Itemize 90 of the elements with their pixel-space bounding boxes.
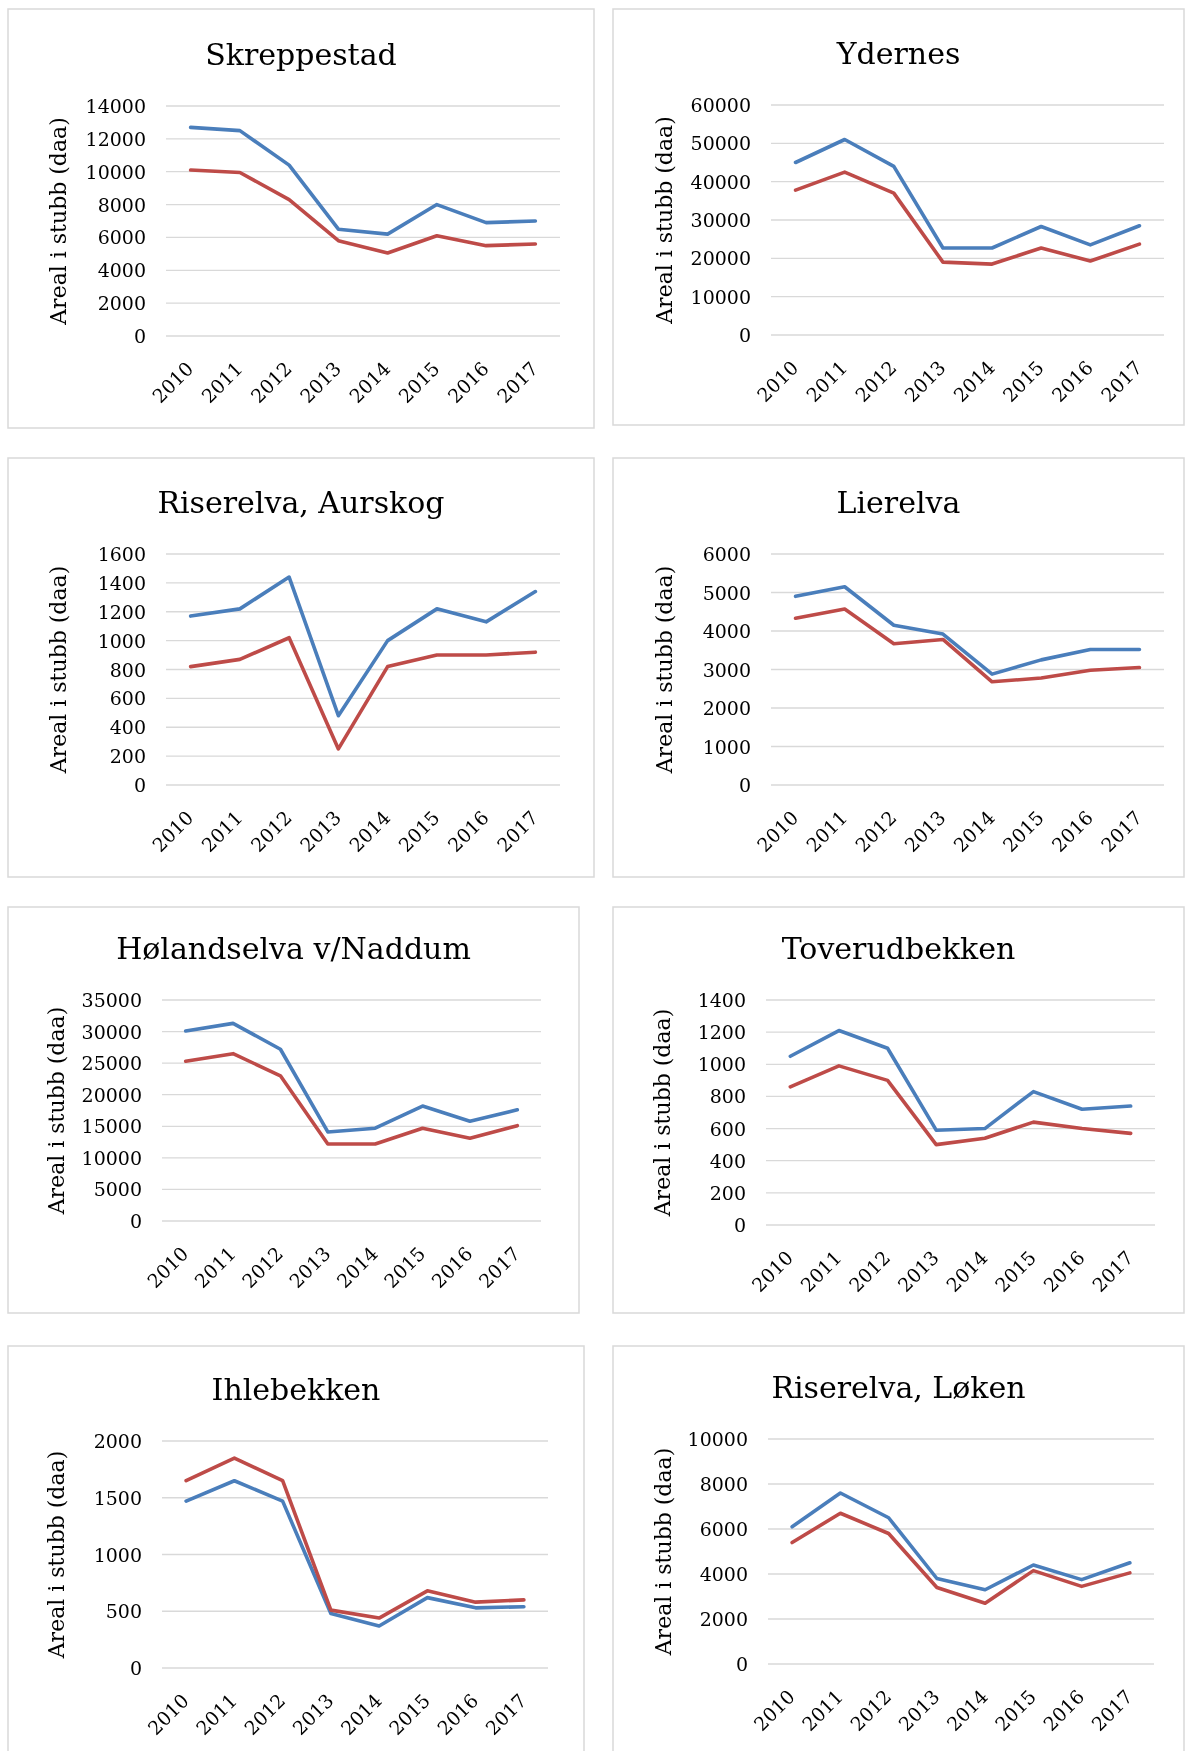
y-tick-label: 25000: [81, 1052, 142, 1075]
line-series: [184, 1478, 526, 1628]
y-tick-label: 6000: [699, 1518, 748, 1540]
y-axis-title: Areal i stubb (daa): [43, 1006, 69, 1216]
y-tick-label: 800: [709, 1085, 746, 1108]
y-tick-label: 2000: [93, 1430, 142, 1452]
chart-title: Lierelva: [836, 484, 961, 520]
y-tick-label: 2000: [702, 697, 751, 719]
y-tick-label: 0: [129, 1210, 142, 1232]
y-tick-label: 0: [738, 324, 751, 346]
line-series: [793, 137, 1142, 250]
y-tick-label: 1200: [97, 600, 146, 623]
y-tick-label: 2000: [699, 1608, 748, 1630]
y-tick-label: 50000: [690, 132, 751, 155]
y-tick-label: 1000: [93, 1543, 142, 1566]
line-series: [188, 168, 538, 255]
y-axis-title: Areal i stubb (daa): [43, 1450, 69, 1660]
y-tick-label: 10000: [81, 1146, 142, 1169]
y-tick-label: 30000: [81, 1020, 142, 1043]
y-tick-label: 10000: [85, 160, 146, 183]
y-tick-label: 0: [129, 1657, 142, 1679]
y-tick-label: 20000: [690, 247, 751, 270]
y-tick-label: 3000: [702, 658, 751, 681]
line-series: [790, 1511, 1132, 1606]
y-tick-label: 200: [109, 745, 146, 768]
y-tick-label: 40000: [690, 170, 751, 193]
line-series: [793, 170, 1142, 266]
y-tick-label: 600: [709, 1117, 746, 1140]
y-tick-label: 10000: [690, 285, 751, 308]
y-tick-label: 500: [105, 1600, 142, 1623]
y-tick-label: 6000: [702, 543, 751, 565]
y-tick-label: 0: [735, 1653, 748, 1675]
y-tick-label: 6000: [97, 226, 146, 249]
y-tick-label: 0: [133, 325, 146, 347]
line-series: [183, 1021, 520, 1134]
y-tick-label: 1000: [697, 1053, 746, 1076]
y-tick-label: 800: [109, 658, 146, 681]
y-axis-title: Areal i stubb (daa): [45, 565, 71, 775]
y-tick-label: 14000: [85, 95, 146, 117]
chart-title: Riserelva, Aurskog: [157, 484, 445, 520]
line-series: [788, 1064, 1133, 1147]
line-series: [188, 575, 538, 718]
chart-title: Hølandselva v/Naddum: [116, 930, 471, 966]
y-tick-label: 35000: [81, 989, 142, 1011]
y-tick-label: 400: [109, 716, 146, 739]
y-tick-label: 1000: [97, 629, 146, 652]
y-tick-label: 12000: [85, 127, 146, 150]
y-axis-title: Areal i stubb (daa): [649, 1008, 675, 1218]
y-tick-label: 20000: [81, 1083, 142, 1106]
line-series: [793, 607, 1142, 684]
line-series: [793, 584, 1142, 676]
y-tick-label: 1400: [697, 989, 746, 1011]
y-tick-label: 0: [133, 774, 146, 796]
chart-title: Ydernes: [835, 35, 961, 71]
y-tick-label: 600: [109, 687, 146, 710]
y-tick-label: 4000: [702, 620, 751, 642]
line-series: [183, 1051, 520, 1146]
y-tick-label: 400: [709, 1149, 746, 1172]
y-tick-label: 200: [709, 1181, 746, 1204]
y-tick-label: 15000: [81, 1115, 142, 1138]
y-tick-label: 1000: [702, 735, 751, 758]
y-tick-label: 1200: [697, 1021, 746, 1044]
y-axis-title: Areal i stubb (daa): [651, 116, 677, 325]
line-series: [788, 1028, 1133, 1132]
chart-title: Riserelva, Løken: [771, 1369, 1026, 1405]
y-tick-label: 1600: [97, 543, 146, 565]
y-tick-label: 60000: [690, 94, 751, 116]
line-series: [184, 1456, 526, 1620]
chart-title: Ihlebekken: [211, 1371, 381, 1407]
line-series: [188, 125, 538, 236]
y-tick-label: 1400: [97, 571, 146, 594]
y-axis-title: Areal i stubb (daa): [650, 1447, 676, 1657]
y-tick-label: 4000: [699, 1563, 748, 1585]
y-tick-label: 5000: [702, 581, 751, 604]
y-tick-label: 10000: [687, 1428, 748, 1450]
y-tick-label: 8000: [97, 193, 146, 216]
chart-title: Skreppestad: [205, 36, 397, 72]
y-tick-label: 0: [733, 1214, 746, 1236]
y-tick-label: 4000: [97, 259, 146, 282]
chart-title: Toverudbekken: [781, 930, 1016, 966]
y-tick-label: 8000: [699, 1473, 748, 1495]
y-tick-label: 5000: [93, 1178, 142, 1201]
y-axis-title: Areal i stubb (daa): [651, 565, 677, 775]
y-tick-label: 0: [738, 774, 751, 796]
line-series: [188, 635, 538, 751]
y-tick-label: 1500: [93, 1486, 142, 1509]
y-tick-label: 2000: [97, 292, 146, 315]
y-axis-title: Areal i stubb (daa): [45, 117, 71, 326]
y-tick-label: 30000: [690, 209, 751, 231]
line-series: [790, 1491, 1132, 1592]
